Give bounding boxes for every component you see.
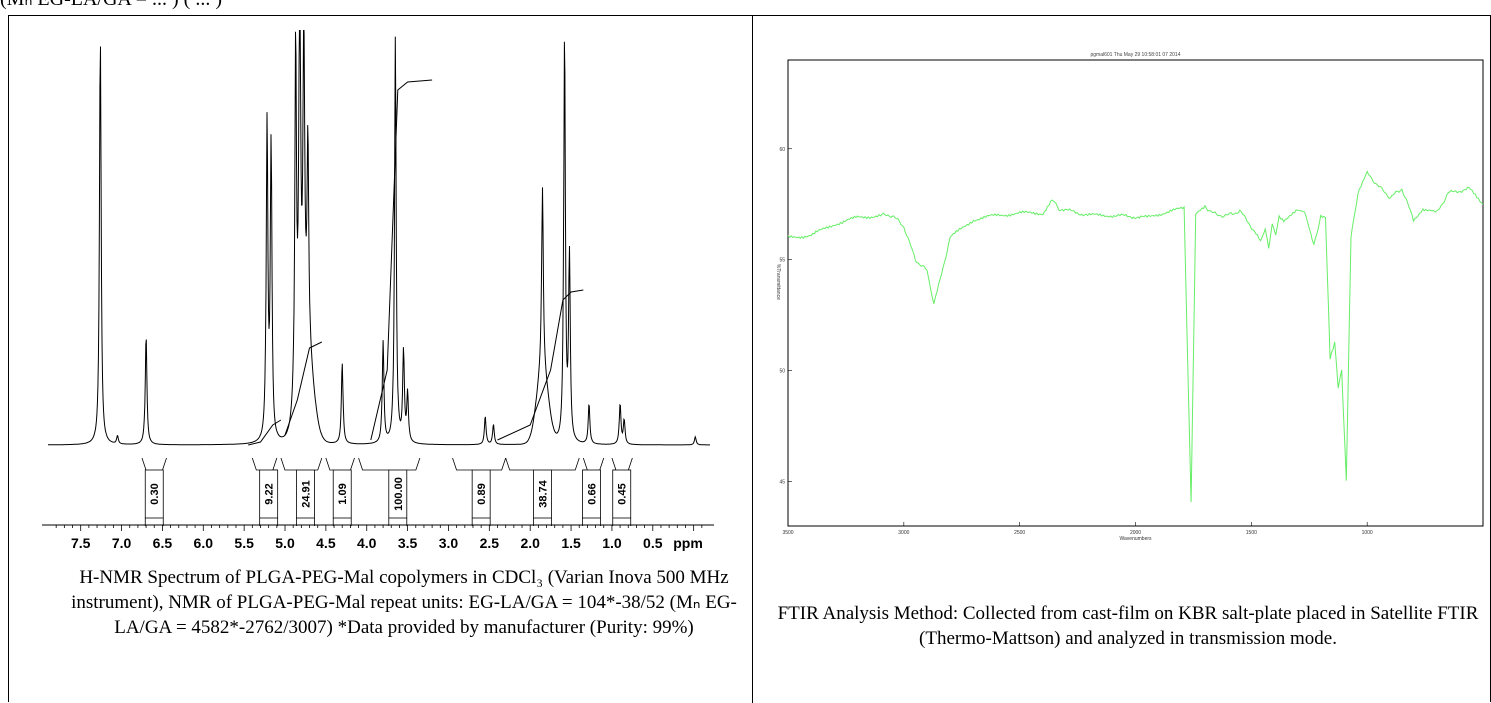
nmr-integral-label: 0.30 xyxy=(149,483,161,504)
ftir-y-axis-label: %Transmittance xyxy=(775,264,781,300)
table-divider xyxy=(752,15,753,703)
ftir-y-tick-label: 55 xyxy=(779,258,785,264)
nmr-integral-label: 24.91 xyxy=(300,480,312,508)
ftir-x-tick-label: 3000 xyxy=(898,530,909,536)
ftir-x-tick-label: 2500 xyxy=(1014,530,1025,536)
nmr-integral-bracket xyxy=(358,457,421,471)
ftir-y-tick-label: 50 xyxy=(779,369,785,375)
ftir-x-tick-label: 2000 xyxy=(1130,530,1141,536)
ftir-spectrum-line xyxy=(787,170,1484,503)
ftir-spectrum-chart: pgmal601 Thu May 29 10:58:01 07 2014 45 50… xyxy=(775,52,1484,542)
nmr-spectrum-line xyxy=(48,17,710,446)
nmr-integral-box xyxy=(533,469,552,519)
nmr-panel: 0.30 9.22 24.91 1.09 100.00 0.89 38.74 0.66 0.45… xyxy=(30,17,720,620)
nmr-x-tick-label: 2.5 xyxy=(480,535,500,551)
nmr-x-tick-label: 3.5 xyxy=(398,535,418,551)
nmr-integral-box xyxy=(259,469,279,519)
ftir-y-tick-label: 45 xyxy=(779,480,785,486)
nmr-integral-bracket xyxy=(251,457,278,471)
ftir-caption: FTIR Analysis Method: Collected from cas… xyxy=(777,603,1479,649)
nmr-x-tick-label: 2.0 xyxy=(520,535,540,551)
nmr-integral-box xyxy=(296,469,315,519)
nmr-integral-bracket xyxy=(141,457,167,471)
nmr-integral-bracket xyxy=(582,457,605,471)
nmr-integral-bracket xyxy=(452,457,507,471)
nmr-x-tick-label: 5.0 xyxy=(275,535,295,551)
nmr-x-tick-label: 6.0 xyxy=(194,535,214,551)
nmr-integral-label: 0.45 xyxy=(617,483,629,504)
nmr-integral-box xyxy=(471,469,491,519)
nmr-integral-box xyxy=(144,469,164,519)
ftir-header-text: pgmal601 Thu May 29 10:58:01 07 2014 xyxy=(1091,52,1181,58)
ftir-y-tick-label: 60 xyxy=(779,147,785,153)
nmr-x-tick-label: 5.5 xyxy=(234,535,254,551)
nmr-integral-bracket xyxy=(505,457,580,471)
nmr-integral-curve xyxy=(284,341,323,436)
nmr-integral-bracket xyxy=(280,457,323,471)
nmr-x-tick-label: 3.0 xyxy=(439,535,459,551)
nmr-integral-label: 100.00 xyxy=(393,477,405,511)
nmr-x-tick-label: 4.5 xyxy=(316,535,336,551)
nmr-spectrum-chart: 0.30 9.22 24.91 1.09 100.00 0.89 38.74 0.66 0.45… xyxy=(42,17,714,551)
nmr-integral-box xyxy=(388,469,408,519)
ftir-x-tick-label: 3500 xyxy=(782,530,793,536)
nmr-integral-curve xyxy=(497,289,584,441)
nmr-caption: H-NMR Spectrum of PLGA-PEG-Mal copolymer… xyxy=(71,567,737,638)
nmr-integral-label: 1.09 xyxy=(337,483,349,504)
ftir-x-tick-label: 1500 xyxy=(1246,530,1257,536)
nmr-integral-curve xyxy=(370,79,433,441)
nmr-integral-box xyxy=(332,469,352,519)
top-fragment-text: (Mₙ EG-LA/GA = ... ) ( ... ) xyxy=(0,0,222,11)
ftir-x-tick-label: 1000 xyxy=(1362,530,1373,536)
nmr-x-tick-label: 1.5 xyxy=(561,535,581,551)
ftir-plot-frame xyxy=(787,59,1484,527)
nmr-x-tick-label: 4.0 xyxy=(357,535,377,551)
nmr-x-axis-label: ppm xyxy=(673,535,703,551)
nmr-integral-box xyxy=(612,469,632,519)
nmr-x-tick-label: 7.5 xyxy=(71,535,91,551)
nmr-integral-label: 0.66 xyxy=(586,483,598,504)
nmr-x-tick-label: 7.0 xyxy=(112,535,132,551)
nmr-x-tick-label: 0.5 xyxy=(643,535,663,551)
nmr-integral-label: 0.89 xyxy=(476,483,488,504)
nmr-integral-bracket xyxy=(325,457,355,471)
nmr-x-tick-label: 1.0 xyxy=(602,535,622,551)
nmr-integral-label: 9.22 xyxy=(264,483,276,504)
nmr-integral-bracket xyxy=(611,457,633,471)
ftir-panel: pgmal601 Thu May 29 10:58:01 07 2014 45 50… xyxy=(768,30,1488,560)
nmr-integral-box xyxy=(582,469,601,519)
nmr-integral-curve xyxy=(248,419,282,446)
ftir-x-axis-label: Wavenumbers xyxy=(1119,536,1152,542)
nmr-integral-label: 38.74 xyxy=(537,479,549,507)
nmr-x-tick-label: 6.5 xyxy=(153,535,173,551)
